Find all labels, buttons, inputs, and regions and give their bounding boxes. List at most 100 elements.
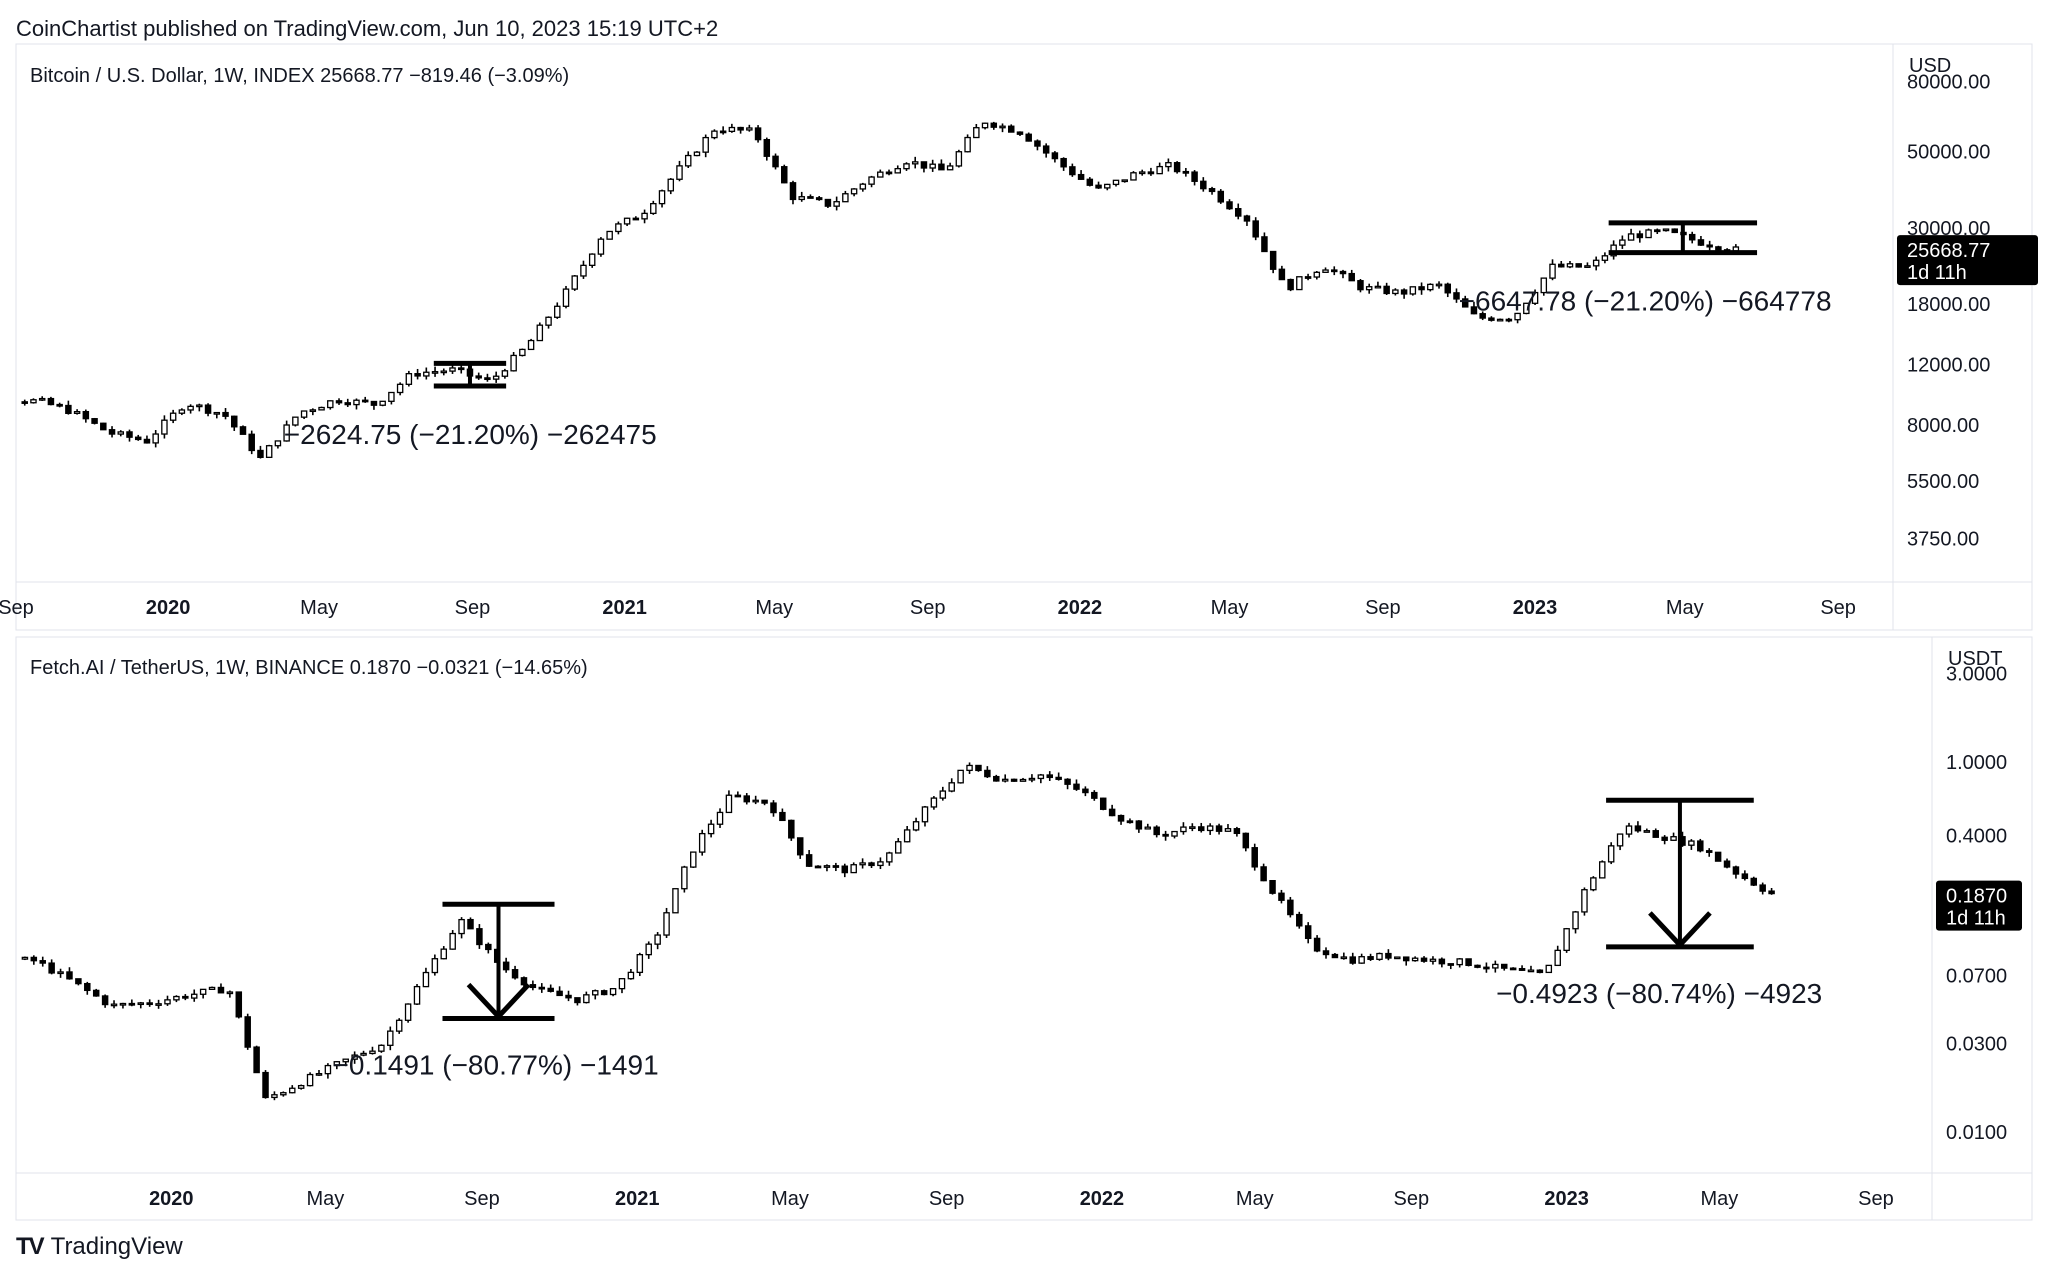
candle-body [1208, 188, 1216, 193]
candle-body [779, 811, 786, 822]
candle-body [1627, 233, 1635, 241]
x-tick-label: May [1700, 1188, 1738, 1210]
candle-body [146, 1002, 153, 1006]
candle-body [423, 371, 430, 377]
candle-body [1287, 899, 1294, 916]
last-price-badge [1936, 880, 2022, 931]
candle-body [1251, 847, 1258, 868]
candle-body [1060, 157, 1067, 168]
candle-body [388, 391, 395, 402]
candle-body [1296, 913, 1303, 927]
candle-body [1331, 953, 1339, 959]
candle-body [1409, 286, 1417, 295]
candle-body [1625, 825, 1633, 835]
x-tick-label: May [300, 597, 338, 619]
candle-body [1135, 820, 1143, 830]
x-tick-label: May [755, 597, 793, 619]
candle-body [318, 406, 325, 411]
price-unit-label: USD [1909, 55, 1951, 77]
candle-body [440, 370, 448, 374]
candle-body [798, 196, 805, 201]
bar-countdown-label: 1d 11h [1946, 908, 2006, 930]
candle-body [1126, 820, 1134, 824]
candle-body [815, 197, 823, 201]
candle-body [1418, 286, 1425, 291]
candle-body [128, 1002, 136, 1006]
candle-body [623, 217, 631, 225]
candle-body [271, 1094, 278, 1099]
candle-body [289, 1087, 296, 1094]
candle-body [615, 223, 622, 233]
candle-body [868, 862, 875, 867]
candle-body [975, 764, 982, 772]
candle-body [126, 431, 133, 438]
candle-body [636, 953, 644, 974]
y-tick-label: 3.0000 [1946, 664, 2007, 686]
candle-body [297, 1084, 305, 1089]
y-tick-label: 50000.00 [1907, 142, 1990, 164]
candle-body [1492, 963, 1499, 969]
candle-body [702, 136, 709, 153]
candle-body [583, 994, 590, 1004]
candle-body [405, 373, 413, 385]
candle-body [213, 411, 221, 415]
tradingview-logo-icon: TV [16, 1233, 45, 1260]
candle-body [911, 161, 919, 165]
panel-frame [15, 636, 2033, 1221]
candle-body [190, 993, 198, 999]
y-tick-label: 0.0300 [1946, 1034, 2007, 1056]
candle-body [492, 375, 500, 380]
candle-body [1662, 228, 1670, 232]
candle-body [1575, 263, 1582, 268]
candle-body [21, 956, 29, 960]
candle-body [262, 1071, 269, 1099]
candle-body [73, 410, 81, 415]
y-tick-label: 1.0000 [1946, 752, 2007, 774]
candle-body [789, 182, 797, 201]
candle-body [30, 399, 37, 404]
x-tick-label: May [1666, 597, 1704, 619]
candle-body [1527, 969, 1535, 973]
candle-body [327, 400, 334, 409]
x-tick-label: 2020 [146, 597, 191, 619]
candle-body [597, 238, 605, 255]
candle-body [1474, 964, 1481, 968]
candle-body [1016, 131, 1024, 135]
candle-body [178, 409, 186, 414]
candle-body [501, 370, 509, 377]
candle-body [226, 991, 234, 995]
candle-body [1688, 840, 1695, 846]
candle-body [137, 1002, 145, 1006]
candle-body [1601, 255, 1609, 261]
candle-body [1500, 963, 1508, 969]
candle-body [930, 797, 938, 808]
candle-body [119, 1002, 127, 1006]
candle-body [1479, 313, 1486, 319]
candle-body [458, 918, 465, 935]
candle-body [823, 865, 831, 868]
tradingview-footer[interactable]: TV TradingView [16, 1233, 183, 1261]
candle-body [536, 324, 544, 342]
candle-body [1461, 298, 1469, 308]
candle-body [1509, 967, 1517, 971]
y-tick-label: 0.4000 [1946, 826, 2007, 848]
candle-body [527, 339, 535, 351]
candle-body [1130, 172, 1137, 181]
candle-body [788, 819, 795, 839]
candle-body [1042, 145, 1050, 154]
candle-body [21, 401, 28, 404]
candle-body [1189, 826, 1196, 830]
candle-body [1429, 958, 1437, 962]
candle-body [101, 995, 109, 1006]
candle-body [1483, 966, 1490, 970]
candle-body [344, 402, 351, 406]
candle-body [1453, 292, 1460, 300]
candle-body [110, 1003, 118, 1007]
candle-body [1357, 280, 1364, 291]
down-arrow-icon [466, 982, 531, 1021]
candle-body [600, 990, 608, 996]
candle-body [244, 1016, 251, 1048]
candle-body [592, 990, 599, 996]
candle-body [1313, 271, 1321, 278]
